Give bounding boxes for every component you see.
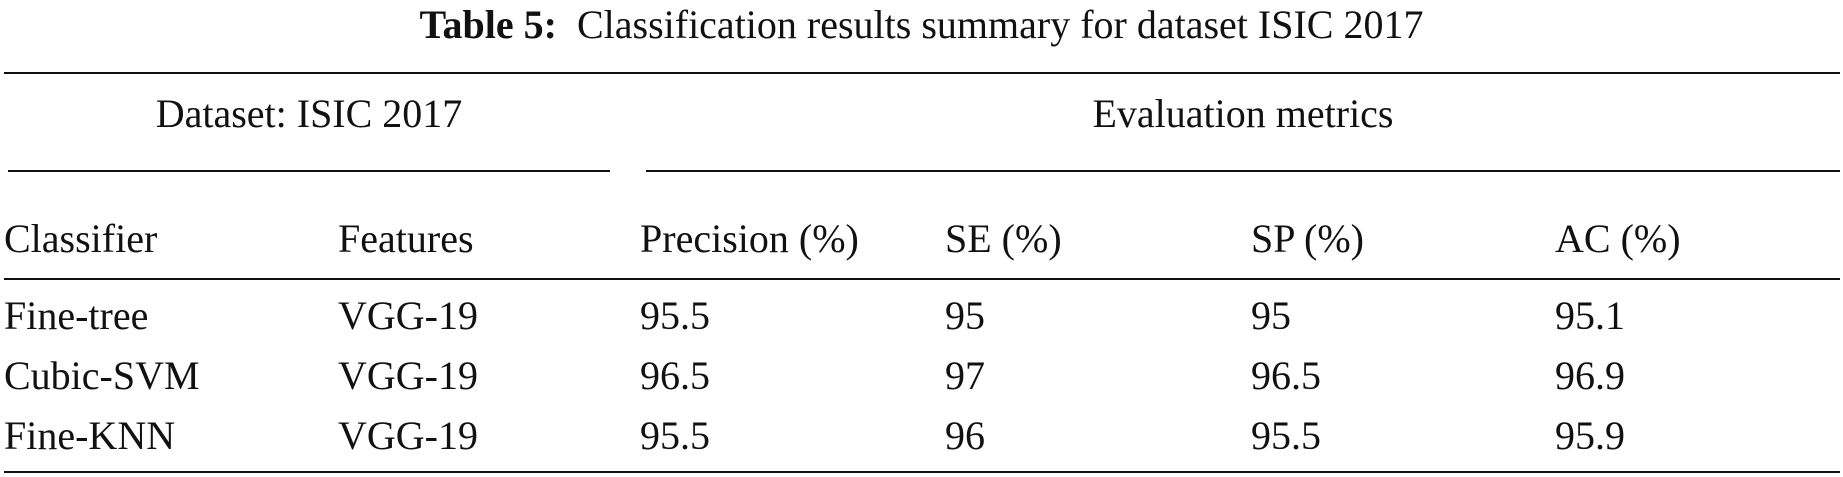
cell-ac: 95.9 [1555, 413, 1625, 458]
column-header-features: Features [338, 216, 474, 261]
caption-label: Table 5: [419, 2, 557, 47]
cell-sp: 95.5 [1251, 413, 1321, 458]
cell-precision: 96.5 [640, 353, 710, 398]
cell-se: 96 [945, 413, 985, 458]
cell-ac: 95.1 [1555, 293, 1625, 338]
cell-classifier: Fine-KNN [4, 413, 176, 458]
table-top-rule [4, 72, 1840, 74]
group-header-dataset: Dataset: ISIC 2017 [155, 91, 463, 136]
cell-se: 97 [945, 353, 985, 398]
cell-se: 95 [945, 293, 985, 338]
table-bottom-rule [4, 471, 1840, 473]
cell-classifier: Fine-tree [4, 293, 149, 338]
table-caption: Table 5: Classification results summary … [0, 0, 1843, 50]
cell-features: VGG-19 [338, 293, 478, 338]
group-rule-evaluation-metrics [646, 170, 1840, 172]
column-header-precision: Precision (%) [640, 216, 859, 261]
cell-sp: 96.5 [1251, 353, 1321, 398]
cell-classifier: Cubic-SVM [4, 353, 200, 398]
cell-features: VGG-19 [338, 413, 478, 458]
group-header-evaluation-metrics: Evaluation metrics [1092, 91, 1394, 136]
column-header-classifier: Classifier [4, 216, 158, 261]
column-header-ac: AC (%) [1555, 216, 1681, 261]
caption-text: Classification results summary for datas… [576, 2, 1424, 47]
group-rule-dataset [8, 170, 610, 172]
cell-precision: 95.5 [640, 413, 710, 458]
column-header-sp: SP (%) [1251, 216, 1364, 261]
column-header-se: SE (%) [945, 216, 1062, 261]
header-rule [4, 278, 1840, 280]
cell-precision: 95.5 [640, 293, 710, 338]
cell-sp: 95 [1251, 293, 1291, 338]
cell-features: VGG-19 [338, 353, 478, 398]
cell-ac: 96.9 [1555, 353, 1625, 398]
